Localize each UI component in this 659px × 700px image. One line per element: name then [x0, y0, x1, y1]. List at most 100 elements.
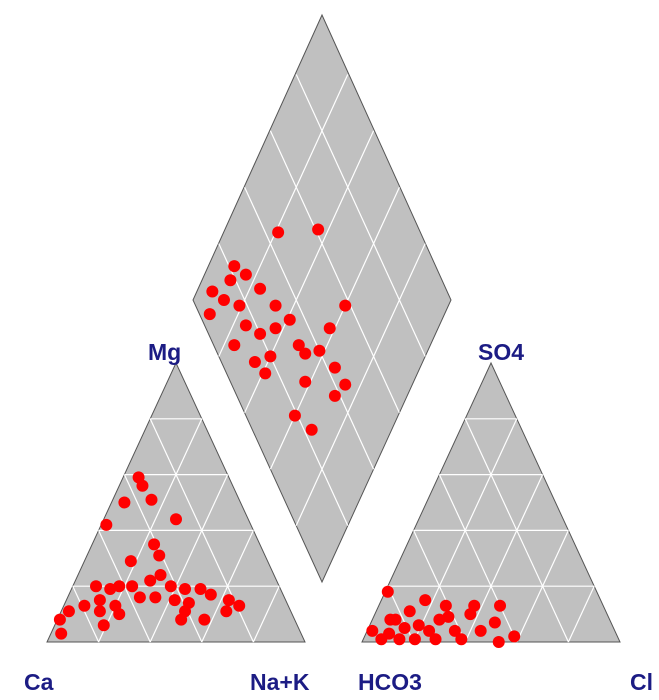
data-point — [90, 580, 103, 593]
grid-line — [244, 186, 375, 470]
data-point — [492, 636, 505, 648]
data-point — [259, 367, 272, 380]
data-point — [423, 624, 436, 637]
data-point — [168, 594, 181, 607]
data-point — [175, 613, 188, 626]
grid-line — [218, 243, 349, 526]
grid-line — [295, 243, 426, 526]
data-point — [224, 274, 237, 287]
data-point — [93, 594, 106, 607]
data-point — [429, 633, 442, 646]
data-point — [113, 608, 126, 621]
data-point — [170, 513, 182, 526]
axis-label: Ca — [24, 669, 54, 695]
data-point — [339, 299, 352, 312]
data-point — [366, 624, 379, 637]
data-point — [154, 569, 167, 582]
data-point — [53, 613, 66, 626]
data-point — [403, 605, 416, 618]
data-point — [269, 299, 282, 312]
data-point — [328, 361, 341, 374]
data-point — [148, 538, 161, 551]
grid-line — [567, 585, 595, 643]
data-point — [222, 594, 235, 607]
data-point — [179, 582, 192, 595]
data-point — [248, 356, 261, 369]
data-point — [118, 496, 131, 509]
data-point — [305, 423, 318, 436]
data-point — [264, 350, 277, 363]
grid-line — [516, 530, 569, 643]
data-point — [124, 555, 137, 568]
data-point — [93, 605, 106, 618]
data-point — [194, 582, 207, 595]
data-point — [439, 599, 452, 612]
data-point — [217, 294, 230, 306]
data-point — [233, 599, 246, 612]
grid-line — [72, 585, 100, 643]
data-point — [164, 580, 177, 593]
data-point — [239, 268, 252, 281]
data-point — [383, 627, 396, 640]
data-point — [398, 622, 411, 635]
data-point — [133, 591, 146, 604]
data-point — [97, 619, 110, 632]
data-point — [136, 479, 149, 492]
data-point — [433, 613, 446, 626]
data-point — [328, 389, 341, 402]
diamond — [192, 13, 452, 584]
data-point — [144, 574, 157, 587]
plot-area — [46, 13, 621, 648]
data-point — [153, 549, 166, 562]
data-point — [412, 619, 425, 632]
grid-line — [252, 585, 280, 643]
data-point — [228, 339, 241, 352]
data-point — [228, 260, 241, 273]
data-point — [448, 624, 461, 637]
data-point — [442, 610, 455, 623]
data-point — [254, 327, 267, 340]
grid-line — [438, 474, 518, 643]
data-point — [239, 319, 252, 332]
data-point — [508, 630, 521, 643]
data-point — [419, 594, 432, 607]
grid-line — [269, 130, 400, 414]
data-point — [393, 633, 406, 646]
grid-line — [295, 74, 426, 357]
data-point — [408, 633, 421, 646]
data-point — [198, 613, 211, 626]
data-point — [313, 344, 326, 357]
data-point — [233, 299, 246, 312]
data-point — [100, 518, 113, 531]
data-point — [474, 624, 487, 637]
data-point — [272, 226, 285, 239]
data-point — [78, 599, 91, 612]
axis-label: SO4 — [478, 339, 524, 365]
axis-label: Cl — [630, 669, 653, 695]
data-point — [254, 282, 267, 295]
axis-label: HCO3 — [358, 669, 422, 695]
data-point — [299, 375, 312, 388]
grid-line — [149, 474, 229, 643]
data-point — [292, 339, 305, 352]
data-point — [312, 223, 325, 236]
triangle — [46, 361, 306, 643]
data-point — [204, 588, 217, 601]
data-point — [62, 605, 75, 618]
data-point — [323, 322, 336, 335]
data-point — [488, 616, 501, 629]
data-point — [203, 308, 216, 321]
grid-line — [413, 530, 466, 643]
data-point — [113, 580, 126, 593]
grid-line — [201, 530, 254, 643]
data-point — [149, 591, 162, 604]
data-point — [145, 493, 158, 506]
data-point — [283, 313, 296, 326]
axis-label: Na+K — [250, 669, 310, 695]
data-point — [384, 613, 397, 626]
data-point — [455, 633, 468, 646]
data-point — [220, 605, 233, 618]
data-point — [494, 599, 507, 612]
axis-label: Mg — [148, 339, 181, 365]
